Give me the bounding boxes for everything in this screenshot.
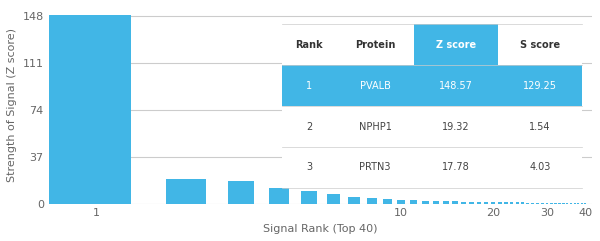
Bar — [269, 188, 289, 204]
Bar — [484, 202, 488, 204]
Bar — [515, 202, 519, 204]
Bar — [550, 203, 553, 204]
Bar — [336, 65, 414, 106]
Bar — [526, 202, 529, 204]
Bar — [498, 147, 582, 188]
Bar — [510, 202, 514, 204]
Text: PVALB: PVALB — [359, 80, 391, 91]
Bar — [559, 203, 561, 204]
Bar — [581, 203, 583, 204]
Text: 4.03: 4.03 — [529, 162, 551, 173]
Bar — [336, 106, 414, 147]
Bar — [367, 198, 377, 204]
Bar — [282, 147, 336, 188]
Bar — [422, 201, 428, 204]
Bar — [577, 203, 580, 204]
Bar — [227, 181, 254, 204]
Bar — [336, 24, 414, 65]
Text: 19.32: 19.32 — [442, 121, 470, 132]
Bar — [282, 106, 336, 147]
Bar — [397, 200, 405, 204]
Bar — [498, 106, 582, 147]
Bar — [574, 203, 576, 204]
Bar — [545, 203, 548, 204]
Bar — [536, 203, 539, 204]
X-axis label: Signal Rank (Top 40): Signal Rank (Top 40) — [263, 224, 377, 234]
Bar — [498, 202, 502, 204]
Bar — [469, 202, 474, 204]
Text: PRTN3: PRTN3 — [359, 162, 391, 173]
Bar — [498, 65, 582, 106]
Bar — [562, 203, 565, 204]
Bar — [491, 202, 495, 204]
Text: 2: 2 — [306, 121, 312, 132]
Bar — [498, 24, 582, 65]
Text: S score: S score — [520, 40, 560, 50]
Bar — [566, 203, 568, 204]
Text: Protein: Protein — [355, 40, 395, 50]
Text: 129.25: 129.25 — [523, 80, 557, 91]
Text: Z score: Z score — [436, 40, 476, 50]
Bar — [477, 202, 481, 204]
Bar — [326, 194, 340, 204]
Text: Rank: Rank — [295, 40, 323, 50]
Bar — [410, 200, 418, 204]
Bar — [443, 201, 449, 204]
Text: 3: 3 — [306, 162, 312, 173]
Bar — [532, 203, 535, 204]
Bar — [336, 147, 414, 188]
Bar — [584, 203, 586, 204]
Bar — [414, 106, 498, 147]
Bar — [433, 201, 439, 204]
Bar — [554, 203, 557, 204]
Bar — [521, 202, 524, 204]
Text: 17.78: 17.78 — [442, 162, 470, 173]
Bar — [414, 65, 498, 106]
Bar — [414, 147, 498, 188]
Bar — [461, 202, 466, 204]
Text: NPHP1: NPHP1 — [359, 121, 391, 132]
Bar — [383, 199, 392, 204]
Bar — [301, 191, 317, 204]
Bar — [504, 202, 508, 204]
Bar — [282, 65, 336, 106]
Text: 148.57: 148.57 — [439, 80, 473, 91]
Bar — [282, 24, 336, 65]
Text: 1.54: 1.54 — [529, 121, 551, 132]
Bar — [166, 179, 206, 204]
Bar — [570, 203, 572, 204]
Text: 1: 1 — [306, 80, 312, 91]
Bar — [348, 197, 359, 204]
Y-axis label: Strength of Signal (Z score): Strength of Signal (Z score) — [7, 28, 17, 182]
Bar — [49, 15, 131, 204]
Bar — [414, 24, 498, 65]
Bar — [541, 203, 544, 204]
Bar — [452, 201, 458, 204]
